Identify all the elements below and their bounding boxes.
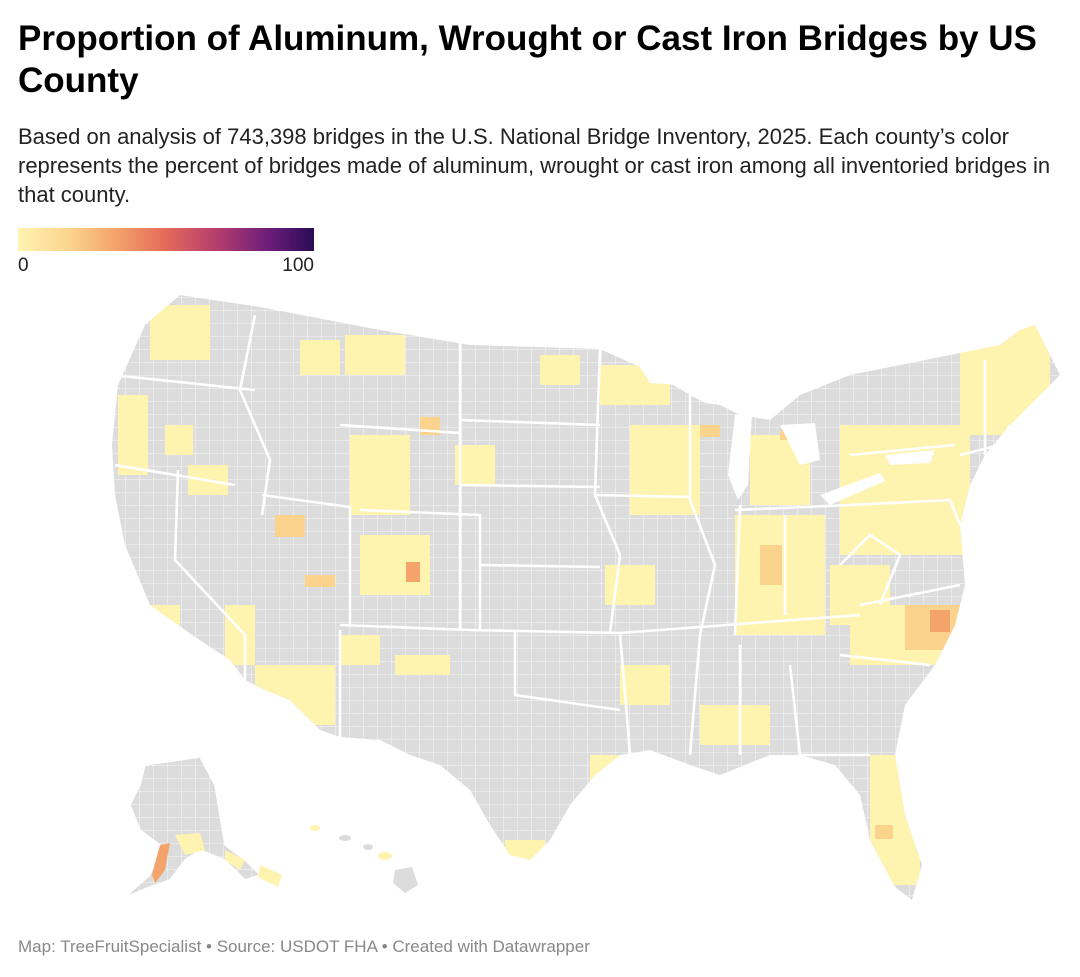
- county-fill: [305, 575, 335, 587]
- state-border: [839, 653, 931, 667]
- alaska-county-fill: [225, 850, 245, 870]
- state-border: [479, 563, 601, 569]
- state-border: [593, 348, 622, 634]
- state-border: [734, 503, 851, 512]
- lake-ontario: [885, 450, 935, 465]
- county-fill: [540, 355, 580, 385]
- legend-max-label: 100: [282, 255, 314, 276]
- county-fill: [350, 435, 410, 515]
- state-border: [733, 504, 742, 636]
- county-fill: [630, 425, 700, 515]
- county-fill: [395, 655, 450, 675]
- county-fill: [590, 755, 630, 805]
- county-fill: [620, 665, 670, 705]
- county-fill: [455, 445, 495, 485]
- great-lakes: [640, 360, 935, 505]
- county-fill: [700, 425, 720, 437]
- us-county-map: [0, 285, 1080, 925]
- county-fill: [118, 395, 148, 475]
- alaska-county-fill: [175, 833, 205, 855]
- county-fill: [960, 325, 1050, 435]
- state-border: [688, 395, 717, 756]
- state-border: [339, 623, 471, 632]
- state-border: [849, 443, 956, 457]
- state-border: [619, 613, 861, 635]
- county-fill: [275, 515, 305, 537]
- county-fill: [150, 305, 210, 360]
- state-border: [849, 498, 962, 526]
- hawaii-island: [339, 835, 351, 841]
- county-fill: [340, 635, 380, 665]
- county-fill: [165, 425, 193, 455]
- county-fill: [930, 610, 950, 632]
- contiguous-us-shape: [112, 295, 1060, 900]
- county-fill: [225, 605, 255, 665]
- state-border: [788, 664, 802, 756]
- state-border: [359, 508, 482, 630]
- state-border: [959, 424, 1012, 457]
- county-fill: [700, 705, 770, 745]
- county-fill: [605, 565, 655, 605]
- state-border: [859, 583, 961, 607]
- hawaii-island: [393, 867, 418, 893]
- county-fill: [150, 605, 180, 635]
- state-border: [114, 463, 236, 487]
- state-border: [513, 630, 621, 712]
- state-border: [173, 469, 247, 680]
- state-border: [469, 628, 621, 635]
- county-fill: [255, 665, 335, 725]
- map-title: Proportion of Aluminum, Wrought or Cast …: [18, 19, 1037, 100]
- state-border: [839, 533, 902, 606]
- county-fill: [505, 840, 545, 880]
- county-fill: [870, 755, 920, 885]
- state-border: [459, 483, 601, 489]
- state-border: [594, 493, 691, 499]
- color-legend: 0 100: [18, 228, 314, 276]
- county-fill: [300, 340, 340, 375]
- state-border: [111, 373, 256, 392]
- alaska: [124, 756, 282, 898]
- us-county-map-svg: [111, 295, 1060, 900]
- alaska-county-fill: [258, 865, 282, 887]
- legend-gradient-bar: [18, 228, 314, 251]
- state-border: [261, 493, 352, 625]
- county-fill: [345, 335, 405, 375]
- county-fill: [875, 825, 893, 839]
- legend-min-label: 0: [18, 255, 29, 276]
- hawaii: [310, 825, 418, 893]
- map-footer-credits: Map: TreeFruitSpecialist • Source: USDOT…: [18, 937, 590, 956]
- hawaii-island: [310, 825, 320, 831]
- state-border: [339, 423, 461, 435]
- state-border: [459, 418, 601, 427]
- lake-erie: [820, 473, 885, 505]
- hawaii-island: [378, 852, 392, 860]
- alaska-shape: [124, 756, 262, 898]
- lake-michigan: [728, 413, 752, 500]
- lake-superior: [640, 360, 710, 385]
- county-fill: [406, 562, 420, 582]
- hawaii-island: [363, 844, 373, 850]
- state-borders: [111, 314, 1012, 757]
- state-border: [618, 632, 632, 756]
- lake-huron: [780, 423, 820, 465]
- alaska-county-fill: [152, 843, 170, 883]
- state-border: [238, 314, 272, 516]
- county-fill: [760, 545, 782, 585]
- map-subtitle: Based on analysis of 743,398 bridges in …: [18, 124, 1051, 207]
